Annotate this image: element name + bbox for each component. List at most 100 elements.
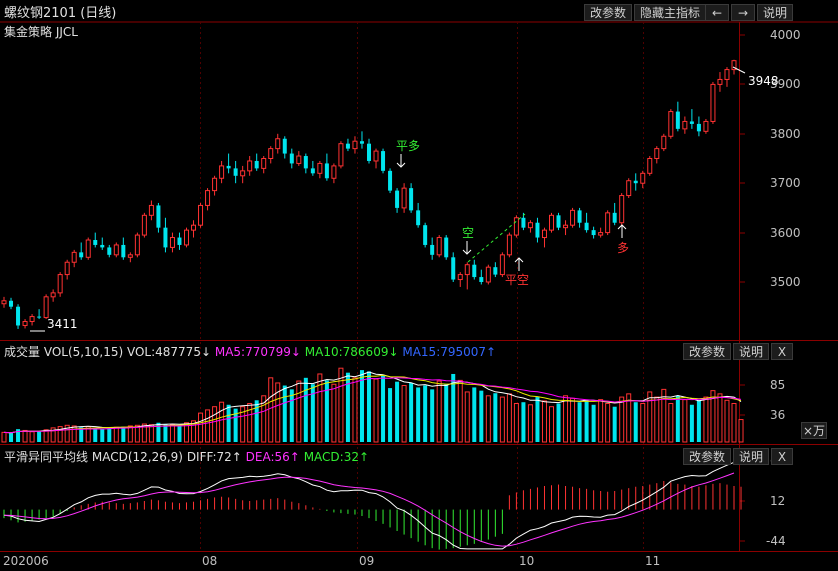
volume-bar-95 [668, 402, 674, 443]
volume-bar-92 [647, 391, 653, 443]
candle-25 [177, 232, 182, 250]
macd-diff-line [3, 461, 735, 550]
chart-title: 螺纹钢2101 (日线) [4, 6, 117, 21]
volume-help-button[interactable]: 说明 [733, 343, 770, 360]
volume-bar-27 [191, 420, 197, 443]
chart-annotations: 3948 3411 平多 空 平空 多 [30, 66, 779, 332]
candle-101 [710, 81, 716, 124]
volume-bar-39 [275, 382, 281, 443]
volume-bar-51 [359, 370, 364, 442]
volume-bar-60 [423, 385, 428, 442]
candle-48 [338, 141, 344, 169]
volume-close-button[interactable]: X [771, 343, 793, 360]
volume-bar-75 [527, 404, 533, 443]
volume-bar-89 [626, 393, 632, 443]
next-arrow-button[interactable]: → [731, 4, 755, 21]
volume-bar-97 [682, 399, 688, 443]
volume-bar-29 [205, 409, 211, 443]
volume-bar-40 [282, 385, 287, 442]
candle-97 [682, 116, 688, 134]
time-label-08: 08 [202, 554, 217, 568]
candle-47 [331, 163, 337, 184]
volume-bar-72 [506, 393, 512, 443]
candle-77 [541, 227, 547, 248]
candle-31 [219, 160, 225, 184]
candle-66 [464, 262, 470, 290]
volume-bar-85 [598, 399, 604, 443]
volume-name: 成交量 [4, 345, 41, 359]
candle-24 [169, 232, 175, 253]
volume-bar-64 [451, 373, 456, 442]
volume-bar-96 [675, 395, 680, 442]
volume-bar-74 [521, 402, 526, 442]
volume-bar-23 [163, 424, 168, 442]
volume-bar-34 [240, 406, 246, 443]
arrow-down-icon [396, 154, 406, 168]
candle-22 [156, 202, 161, 233]
candle-38 [268, 146, 274, 164]
volume-bar-63 [444, 384, 449, 442]
macd-help-button[interactable]: 说明 [733, 448, 770, 465]
volume-bar-18 [127, 425, 133, 443]
arrow-up-icon [514, 257, 524, 271]
volume-params-button[interactable]: 改参数 [683, 343, 732, 360]
candle-85 [598, 227, 604, 238]
volume-bar-47 [331, 383, 337, 443]
signal-ping-kong: 平空 [505, 273, 529, 287]
candle-10 [71, 249, 77, 268]
macd-close-button[interactable]: X [771, 448, 793, 465]
candle-32 [226, 153, 231, 174]
candle-18 [127, 252, 133, 263]
signal-duo: 多 [617, 241, 629, 255]
candle-26 [184, 227, 189, 248]
volume-bar-71 [499, 396, 505, 443]
volume-ma10: MA10:786609↓ [304, 345, 399, 359]
candle-39 [275, 133, 281, 154]
volume-bar-105 [738, 419, 744, 443]
candle-63 [444, 235, 449, 260]
volume-unit-button[interactable]: ×万 [801, 422, 827, 439]
candle-73 [513, 215, 519, 238]
candle-95 [668, 109, 674, 139]
candle-19 [134, 232, 140, 258]
price-tick-4000: 4000 [770, 28, 801, 42]
volume-bar-90 [633, 402, 638, 442]
volume-bar-6 [43, 429, 49, 443]
candle-70 [493, 262, 498, 278]
candle-36 [254, 153, 259, 171]
volume-bar-14 [100, 429, 105, 442]
candle-72 [506, 232, 512, 258]
volume-bar-103 [724, 399, 730, 443]
volume-ma-lines [3, 371, 742, 434]
macd-lines [3, 461, 735, 550]
params-button[interactable]: 改参数 [584, 4, 633, 21]
volume-bar-76 [535, 397, 540, 442]
volume-bar-65 [457, 379, 463, 443]
candle-76 [535, 217, 540, 243]
time-label-202006: 202006 [3, 554, 49, 568]
volume-bar-100 [703, 396, 709, 443]
candle-49 [345, 138, 350, 152]
candle-0 [1, 296, 7, 308]
macd-value: MACD:32↑ [303, 450, 370, 464]
candle-46 [324, 153, 329, 181]
volume-bar-99 [696, 400, 701, 442]
volume-bar-101 [710, 390, 716, 443]
candle-61 [430, 237, 435, 260]
prev-arrow-button[interactable]: ← [705, 4, 729, 21]
candle-80 [563, 220, 569, 236]
volume-ma15-line [3, 377, 742, 434]
volume-bar-73 [513, 402, 519, 443]
macd-histogram [3, 481, 742, 550]
volume-bar-25 [177, 425, 182, 442]
volume-bar-38 [268, 377, 274, 443]
candle-5 [37, 309, 42, 320]
candle-16 [113, 242, 119, 258]
strategy-label: 集金策略 JJCL [4, 25, 78, 39]
candle-103 [724, 67, 730, 87]
volume-bar-46 [324, 380, 329, 442]
volume-bar-56 [395, 381, 400, 442]
help-button[interactable]: 说明 [757, 4, 794, 21]
macd-params-button[interactable]: 改参数 [683, 448, 732, 465]
